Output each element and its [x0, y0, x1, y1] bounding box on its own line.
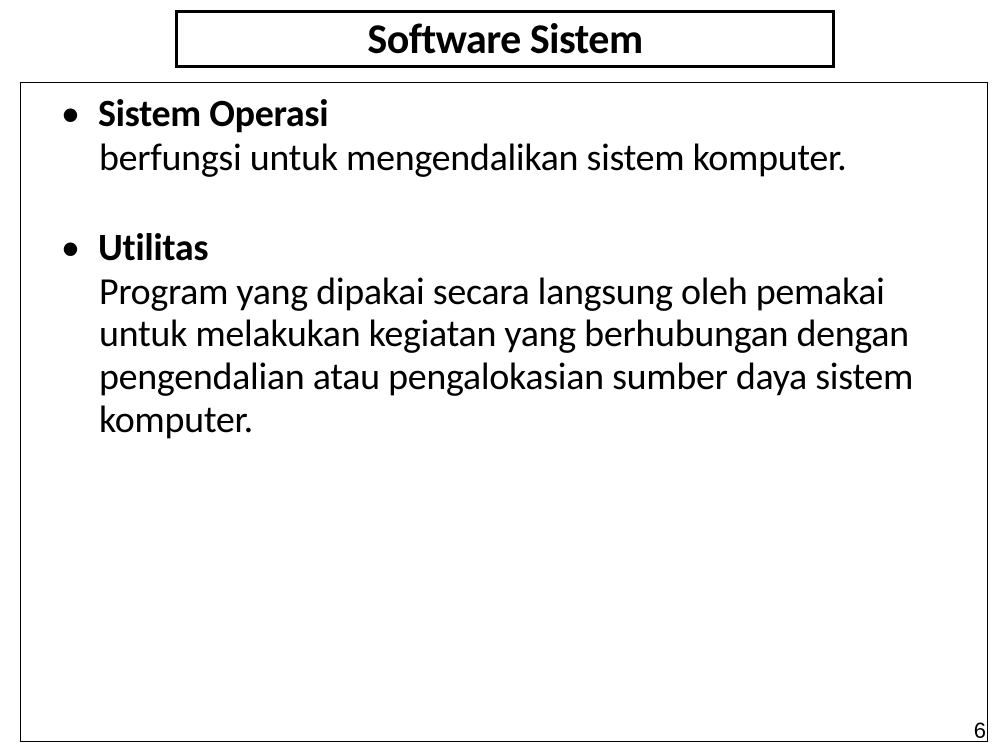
list-item: • Utilitas Program yang dipakai secara l…: [51, 227, 957, 441]
item-heading: Utilitas: [98, 227, 208, 271]
bullet-icon: •: [61, 227, 80, 271]
item-heading: Sistem Operasi: [98, 93, 328, 137]
bullet-icon: •: [61, 93, 80, 137]
slide-title-box: Software Sistem: [175, 10, 835, 68]
slide-content-box: • Sistem Operasi berfungsi untuk mengend…: [20, 82, 988, 742]
page-number: 6: [974, 718, 986, 744]
bullet-row: • Sistem Operasi: [51, 93, 957, 137]
slide-title: Software Sistem: [367, 14, 642, 65]
item-body: Program yang dipakai secara langsung ole…: [99, 271, 957, 441]
bullet-row: • Utilitas: [51, 227, 957, 271]
item-body: berfungsi untuk mengendalikan sistem kom…: [99, 137, 957, 180]
list-item: • Sistem Operasi berfungsi untuk mengend…: [51, 93, 957, 179]
